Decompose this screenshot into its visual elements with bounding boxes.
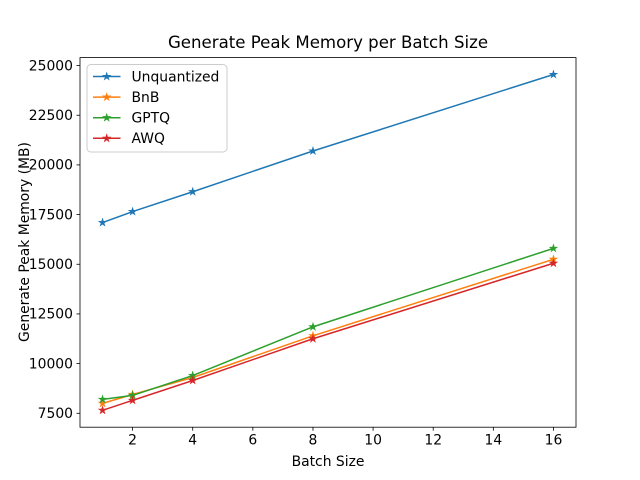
y-tick-label: 25000	[29, 58, 73, 74]
y-tick-label: 7500	[38, 406, 73, 422]
series-marker-unquantized	[548, 69, 559, 79]
series-marker-gptq	[308, 321, 318, 331]
series-marker-awq	[187, 375, 198, 385]
series-line-bnb	[102, 258, 554, 405]
y-axis-label: Generate Peak Memory (MB)	[17, 142, 33, 342]
axes-spines	[79, 57, 577, 428]
legend-label: GPTQ	[132, 111, 171, 127]
y-tick-label: 20000	[29, 158, 73, 174]
y-tick-label: 12500	[29, 307, 73, 323]
legend-star-icon	[101, 92, 112, 102]
legend-star-icon	[101, 112, 112, 122]
series-marker-gptq	[187, 370, 198, 380]
series-marker-unquantized	[127, 206, 138, 216]
x-tick-label: 14	[484, 433, 502, 449]
y-tick-label: 10000	[29, 356, 73, 372]
x-tick-label: 4	[188, 433, 197, 449]
series-marker-awq	[97, 405, 108, 415]
x-tick-label: 8	[309, 433, 318, 449]
x-axis-label: Batch Size	[291, 454, 365, 470]
x-tick-label: 10	[364, 433, 382, 449]
legend-star-icon	[101, 133, 112, 143]
y-tick-label: 22500	[29, 108, 73, 124]
legend-star-icon	[101, 71, 112, 81]
x-tick-label: 6	[248, 433, 257, 449]
series-marker-awq	[127, 395, 138, 405]
series-line-awq	[102, 262, 554, 412]
series-marker-awq	[548, 258, 559, 268]
y-tick-label: 17500	[29, 207, 73, 223]
series-marker-unquantized	[308, 145, 318, 156]
series-marker-gptq	[127, 390, 138, 400]
series-marker-awq	[308, 333, 318, 343]
legend-label: AWQ	[132, 131, 165, 147]
legend-label: Unquantized	[132, 69, 220, 85]
legend-label: BnB	[132, 90, 160, 106]
x-tick-label: 16	[545, 433, 563, 449]
y-tick-label: 15000	[29, 257, 73, 273]
series-marker-unquantized	[187, 186, 198, 196]
x-tick-label: 2	[128, 433, 137, 449]
series-marker-gptq	[97, 394, 108, 404]
chart-title: Generate Peak Memory per Batch Size	[167, 33, 489, 52]
series-marker-bnb	[97, 398, 108, 408]
series-marker-unquantized	[97, 217, 108, 227]
series-marker-gptq	[548, 243, 559, 253]
x-tick-label: 12	[424, 433, 442, 449]
legend	[86, 64, 228, 153]
series-line-gptq	[102, 247, 554, 401]
